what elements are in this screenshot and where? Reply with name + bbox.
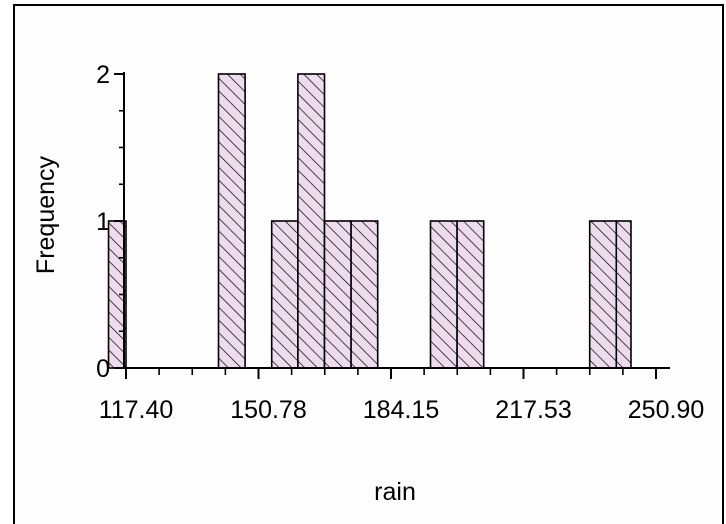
histogram-bar-2: [217, 73, 246, 369]
x-tick-label: 217.53: [495, 396, 571, 424]
histogram-bar-4: [297, 73, 326, 369]
y-tick-label: 2: [96, 61, 110, 89]
histogram-bar-10: [615, 220, 632, 369]
histogram-bar-8: [456, 220, 485, 369]
x-axis-title: rain: [374, 478, 416, 506]
y-tick-label: 1: [96, 208, 110, 236]
x-tick-label: 150.78: [230, 396, 306, 424]
histogram-bar-5: [323, 220, 352, 369]
y-axis-title: Frequency: [32, 155, 60, 274]
axes-group: 0 1 2 117.40 150.78 184.15 217.53 250.90: [96, 61, 704, 424]
histogram-bar-6: [350, 220, 379, 369]
x-tick-label: 250.90: [628, 396, 704, 424]
bars-group: [107, 73, 632, 369]
x-tick-label: 117.40: [99, 396, 174, 424]
x-tick-label: 184.15: [363, 396, 439, 424]
y-tick-label: 0: [96, 355, 110, 383]
histogram-bar-9: [588, 220, 618, 369]
histogram-bar-7: [429, 220, 458, 369]
histogram-bar-3: [270, 220, 299, 369]
